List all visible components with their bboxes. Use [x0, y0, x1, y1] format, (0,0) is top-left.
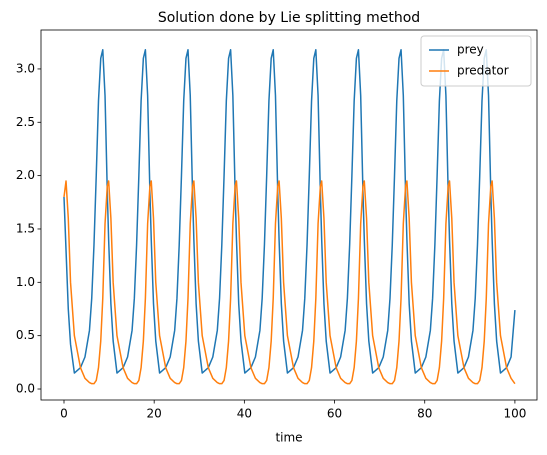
x-tick-label: 20	[147, 407, 162, 421]
y-tick-label: 2.0	[16, 168, 35, 182]
x-tick-label: 60	[327, 407, 342, 421]
y-tick-label: 0.0	[16, 382, 35, 396]
y-tick-label: 2.5	[16, 115, 35, 129]
legend-label: prey	[457, 43, 484, 57]
x-tick-label: 40	[237, 407, 252, 421]
y-tick-label: 0.5	[16, 328, 35, 342]
y-tick-label: 3.0	[16, 61, 35, 75]
chart-title: Solution done by Lie splitting method	[158, 10, 420, 26]
legend-box	[420, 35, 532, 87]
x-axis-label: time	[275, 431, 302, 445]
axes-frame	[40, 29, 538, 401]
x-tick-label: 0	[60, 407, 68, 421]
legend-label: predator	[457, 64, 509, 78]
line-series	[63, 48, 516, 374]
x-tick-label: 100	[503, 407, 526, 421]
plot-area	[63, 48, 516, 385]
line-series	[63, 180, 516, 385]
x-tick-label: 80	[417, 407, 432, 421]
y-tick-label: 1.0	[16, 275, 35, 289]
y-tick-label: 1.5	[16, 221, 35, 235]
